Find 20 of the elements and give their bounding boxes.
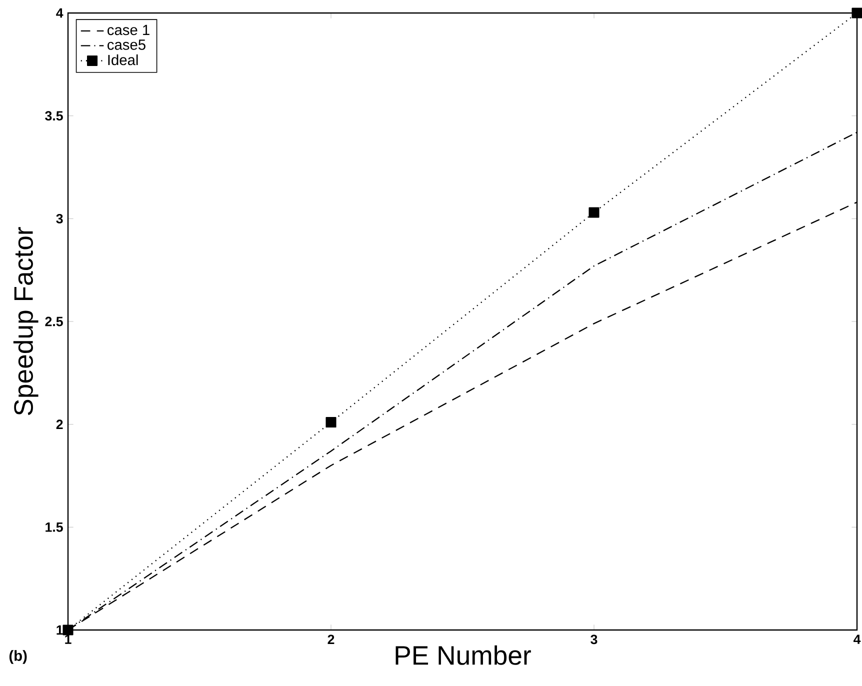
point	[326, 417, 336, 428]
y-tick-label: 3	[56, 214, 63, 224]
text: (b)	[9, 650, 27, 664]
point	[588, 207, 600, 218]
y-tick-label: 2	[56, 420, 63, 429]
y-tick-label: 3.5	[45, 111, 63, 121]
legend-label: case 1	[108, 24, 150, 36]
y-tick-label: 1.5	[46, 522, 63, 532]
x-tick-label: 1	[65, 634, 72, 644]
y-axis-title: Speedup Factor	[13, 227, 38, 416]
point	[62, 624, 74, 636]
y-tick-label: 4	[56, 8, 64, 18]
x-tick-label: 4	[854, 634, 861, 644]
legend-label: Ideal	[108, 54, 138, 66]
y-tick-label: 2.5	[45, 316, 63, 326]
x-axis-title: PE Number	[396, 645, 531, 665]
legend-label: case5	[108, 40, 146, 50]
y-tick-label: 1	[56, 625, 63, 635]
x-tick-label: 3	[590, 634, 598, 644]
x-tick-label: 2	[328, 634, 334, 644]
